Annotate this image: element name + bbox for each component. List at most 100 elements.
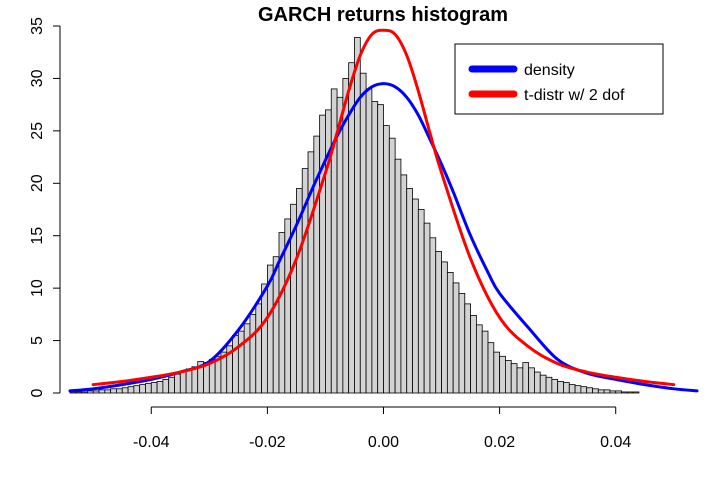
histogram-bar <box>377 104 384 394</box>
histogram-bar <box>203 362 210 394</box>
legend-label: density <box>524 62 575 79</box>
histogram-bar <box>406 188 413 394</box>
histogram-bar <box>621 391 628 394</box>
legend-label: t-distr w/ 2 dof <box>524 87 625 104</box>
histogram-bar <box>597 389 605 394</box>
histogram-bar <box>388 137 396 394</box>
histogram-bar <box>121 387 129 394</box>
histogram-bar <box>249 313 257 394</box>
histogram-bar <box>139 384 146 394</box>
density-line <box>68 82 699 393</box>
y-axis: 0 5 10 15 20 25 30 35 <box>29 17 61 397</box>
histogram-bar <box>551 378 559 394</box>
x-axis: -0.04 -0.02 0.00 0.02 0.04 <box>133 406 631 451</box>
histogram-bar <box>110 388 117 394</box>
histogram-bar <box>539 374 547 394</box>
histogram-bar <box>609 390 617 394</box>
histogram-bar <box>354 37 361 394</box>
histogram-bar <box>435 251 442 394</box>
legend-box <box>454 43 664 115</box>
histogram-bar <box>232 334 239 394</box>
histogram-bar <box>185 368 193 394</box>
histogram-bar <box>493 351 501 394</box>
y-tick-label: 25 <box>29 122 46 140</box>
y-tick-label: 20 <box>29 174 46 192</box>
histogram-bar <box>545 376 553 394</box>
histogram-bar <box>383 125 390 394</box>
histogram-bar <box>615 390 622 394</box>
histogram-bar <box>528 367 535 394</box>
histogram-bar <box>499 355 506 394</box>
histogram-bar <box>237 330 245 394</box>
x-tick-label: 0.00 <box>368 434 399 451</box>
histogram-bar <box>104 389 112 394</box>
histogram-bar <box>534 371 541 394</box>
y-tick-label: 15 <box>29 227 46 245</box>
histogram-bar <box>261 283 268 394</box>
chart-title: GARCH returns histogram <box>258 4 508 26</box>
x-tick-label: -0.02 <box>249 434 286 451</box>
x-tick-label: 0.04 <box>600 434 631 451</box>
histogram-bars <box>69 37 640 394</box>
histogram-bar <box>116 388 123 394</box>
histogram-bar <box>580 386 588 394</box>
histogram-bar <box>174 373 181 394</box>
y-tick-label: 5 <box>29 336 46 345</box>
histogram-bar <box>592 388 599 394</box>
histogram-bar <box>168 376 175 394</box>
histogram-bar <box>417 209 425 394</box>
histogram-bar <box>563 382 570 394</box>
histogram-bar <box>412 198 419 394</box>
histogram-bar <box>464 303 471 394</box>
y-tick-label: 35 <box>29 17 46 35</box>
histogram-bar <box>336 96 344 394</box>
histogram-bar <box>441 261 448 394</box>
t-distribution-line <box>91 28 676 387</box>
histogram-bar <box>481 330 489 394</box>
legend: density t-distr w/ 2 dof <box>454 43 664 115</box>
histogram-bar <box>179 371 187 394</box>
histogram-bar <box>98 389 106 394</box>
histogram-bar <box>632 391 640 394</box>
histogram-bar <box>145 383 152 394</box>
histogram-bar <box>255 303 262 394</box>
histogram-bar <box>359 72 367 394</box>
density-curves <box>68 28 699 393</box>
histogram-bar <box>371 101 379 394</box>
histogram-bar <box>272 256 280 394</box>
histogram-bar <box>423 222 431 394</box>
histogram-bar <box>127 386 135 394</box>
histogram-bar <box>162 378 170 394</box>
y-tick-label: 10 <box>29 279 46 297</box>
histogram-bar <box>81 391 88 394</box>
histogram-bar <box>191 366 199 394</box>
histogram-bar <box>400 174 408 394</box>
histogram-bar <box>516 367 524 394</box>
histogram-bar <box>574 385 582 394</box>
histogram-bar <box>319 114 326 394</box>
y-tick-label: 0 <box>29 388 46 397</box>
histogram-bar <box>446 272 454 394</box>
histogram-bar <box>243 323 251 394</box>
histogram-bar <box>156 381 164 394</box>
x-tick-label: 0.02 <box>484 434 515 451</box>
histogram-bar <box>150 382 158 394</box>
histogram-bar <box>568 384 576 394</box>
histogram-bar <box>586 387 593 394</box>
histogram-bar <box>452 282 460 394</box>
histogram-bar <box>92 390 100 394</box>
histogram-bar <box>365 88 373 394</box>
histogram-bar <box>487 342 495 394</box>
histogram-bar <box>510 363 518 394</box>
x-tick-label: -0.04 <box>133 434 170 451</box>
histogram-bar <box>603 389 611 394</box>
histogram-bar <box>626 391 634 394</box>
histogram-bar <box>475 324 483 394</box>
histogram-bar <box>429 237 437 394</box>
y-tick-label: 30 <box>29 69 46 87</box>
histogram-bar <box>133 385 141 394</box>
histogram-bar <box>522 362 530 394</box>
histogram-bar <box>505 360 512 394</box>
histogram-bar <box>87 390 94 394</box>
